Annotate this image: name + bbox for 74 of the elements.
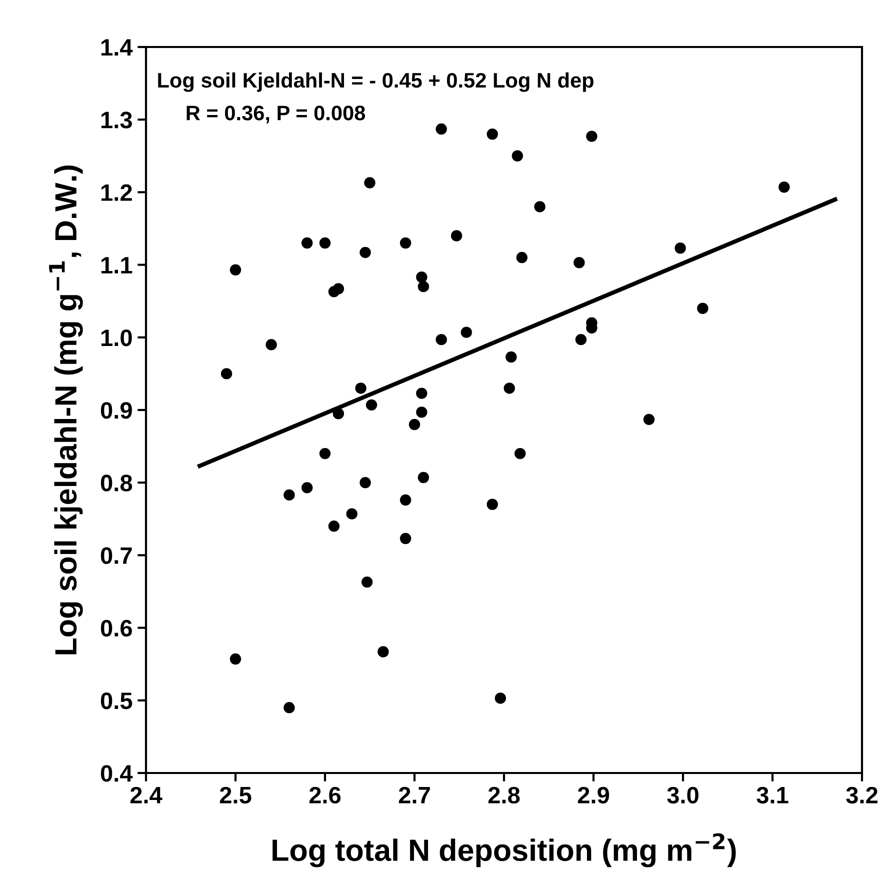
- point: [697, 302, 708, 314]
- y-tick-label: 0.8: [100, 474, 132, 492]
- point: [400, 237, 412, 249]
- y-tick-label: 0.9: [100, 402, 132, 419]
- point: [220, 368, 232, 380]
- point: [346, 508, 358, 520]
- point: [486, 128, 498, 140]
- point: [643, 414, 655, 426]
- point: [450, 230, 462, 242]
- point: [355, 382, 366, 394]
- point: [266, 339, 277, 350]
- y-tick-label: 1.0: [101, 329, 132, 346]
- point: [416, 388, 428, 399]
- x-tick-label: 3.0: [667, 786, 698, 804]
- point: [586, 130, 598, 142]
- y-tick-label: 1.3: [101, 112, 132, 128]
- x-tick-label: 2.5: [220, 786, 252, 804]
- annotation: R = 0.36, P = 0.008: [186, 106, 366, 124]
- point: [230, 653, 242, 665]
- point: [328, 520, 340, 532]
- point: [506, 351, 517, 363]
- point: [504, 382, 515, 394]
- point: [319, 237, 331, 249]
- point: [366, 399, 378, 411]
- y-tick-label: 1.1: [101, 257, 132, 274]
- point: [575, 334, 587, 346]
- point: [400, 532, 412, 544]
- point: [332, 283, 344, 294]
- point: [416, 272, 428, 283]
- point: [230, 264, 242, 276]
- point: [418, 472, 430, 484]
- x-tick-label: 2.4: [130, 786, 162, 804]
- point: [284, 489, 295, 501]
- point: [360, 476, 371, 488]
- x-tick-label: 2.6: [309, 786, 341, 804]
- point: [486, 498, 498, 510]
- point: [332, 408, 344, 420]
- point: [360, 246, 371, 258]
- point: [301, 482, 313, 494]
- point: [400, 494, 412, 506]
- point: [284, 702, 295, 714]
- x-tick-label: 2.9: [578, 786, 610, 804]
- point: [408, 418, 420, 430]
- y-axis-title: Log soil kjeldahl-N (mg g$^{−1}$, D.W.): [49, 166, 83, 654]
- point: [778, 182, 790, 193]
- y-tick-label: 0.5: [100, 692, 132, 710]
- y-tick-label: 1.4: [101, 39, 133, 56]
- point: [574, 257, 585, 268]
- y-tick-label: 0.4: [100, 765, 133, 782]
- point: [301, 237, 313, 249]
- point: [319, 448, 331, 460]
- point: [512, 150, 524, 162]
- y-tick-label: 0.6: [100, 620, 132, 637]
- x-tick-label: 3.2: [846, 786, 878, 804]
- point: [416, 406, 428, 418]
- point: [460, 326, 472, 338]
- annotation: Log soil Kjeldahl-N = - 0.45 + 0.52 Log N dep: [158, 72, 594, 92]
- x-axis-title: Log total N deposition (mg m$^{−2}$): [272, 833, 736, 868]
- point: [364, 177, 376, 188]
- point: [436, 123, 447, 135]
- point: [514, 448, 526, 460]
- point: [436, 334, 447, 346]
- point: [494, 692, 506, 704]
- point: [516, 252, 528, 264]
- x-tick-label: 3.1: [756, 786, 788, 804]
- y-tick-label: 0.7: [100, 547, 132, 564]
- point: [534, 201, 546, 212]
- y-tick-label: 1.2: [101, 184, 132, 201]
- point: [418, 280, 430, 292]
- x-tick-label: 2.7: [398, 786, 430, 804]
- point: [674, 242, 686, 254]
- point: [361, 576, 373, 588]
- point: [378, 646, 389, 658]
- x-tick-label: 2.8: [488, 786, 520, 804]
